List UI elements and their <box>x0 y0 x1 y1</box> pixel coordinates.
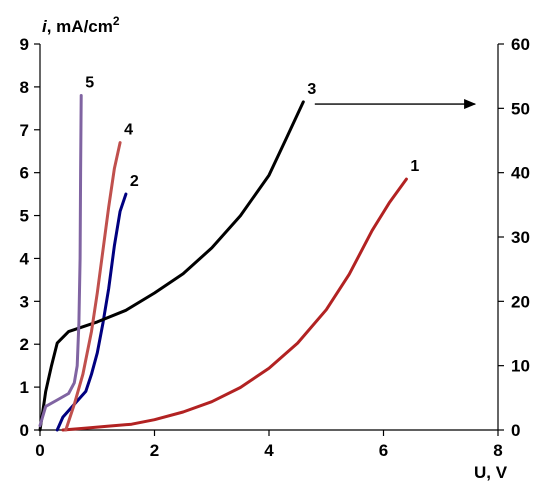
series-group: 1 2 3 4 5 <box>38 74 419 432</box>
x-axis-ticks: 0 2 4 6 8 <box>35 430 503 460</box>
y-left-tick-label: 2 <box>20 335 29 354</box>
series-line-2 <box>55 192 128 432</box>
y-left-tick-label: 5 <box>20 207 29 226</box>
y-left-tick-label: 4 <box>20 249 30 268</box>
x-tick-label: 4 <box>264 441 274 460</box>
y-right-tick-label: 30 <box>511 228 530 247</box>
x-tick-label: 8 <box>493 441 502 460</box>
x-axis-title: U, V <box>474 463 508 482</box>
y-right-tick-label: 10 <box>511 357 530 376</box>
series-line-1 <box>61 177 408 432</box>
y-left-tick-label: 9 <box>20 35 29 54</box>
y-right-tick-label: 60 <box>511 35 530 54</box>
y-left-tick-label: 0 <box>20 421 29 440</box>
y-left-tick-label: 3 <box>20 292 29 311</box>
y-axis-title: i, mA/cm2 <box>42 14 120 36</box>
series-line-4 <box>64 141 122 432</box>
y-axis-left-ticks: 0 1 2 3 4 5 6 7 8 9 <box>20 35 40 440</box>
y-right-tick-label: 40 <box>511 164 530 183</box>
y-left-tick-label: 6 <box>20 164 29 183</box>
y-left-tick-label: 7 <box>20 121 29 140</box>
series-label-1: 1 <box>410 158 419 175</box>
series-line-5 <box>38 94 83 428</box>
y-right-tick-label: 20 <box>511 292 530 311</box>
series-label-4: 4 <box>124 122 133 139</box>
y-left-tick-label: 8 <box>20 78 29 97</box>
y-right-tick-label: 50 <box>511 99 530 118</box>
series-label-5: 5 <box>85 74 94 91</box>
series-label-3: 3 <box>307 81 316 98</box>
series-line-3 <box>38 100 305 432</box>
series-label-2: 2 <box>130 173 139 190</box>
y-axis-right-ticks: 0 10 20 30 40 50 60 <box>498 35 530 440</box>
x-tick-label: 0 <box>35 441 44 460</box>
x-tick-label: 6 <box>379 441 388 460</box>
y-left-tick-label: 1 <box>20 378 29 397</box>
x-tick-label: 2 <box>150 441 159 460</box>
y-right-tick-label: 0 <box>511 421 520 440</box>
